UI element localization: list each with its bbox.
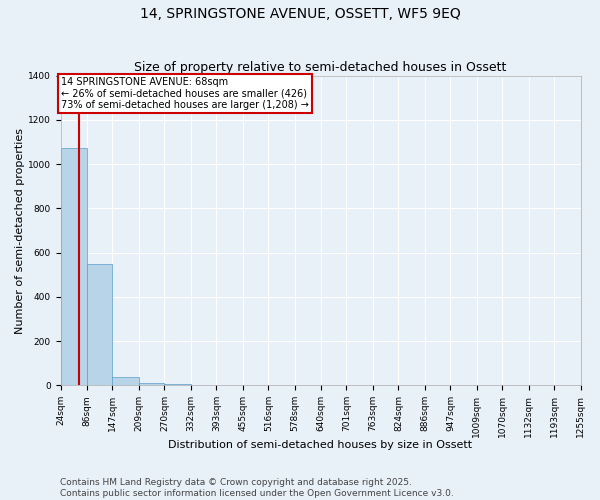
Text: Contains HM Land Registry data © Crown copyright and database right 2025.
Contai: Contains HM Land Registry data © Crown c…: [60, 478, 454, 498]
Bar: [164, 384, 191, 386]
Text: 14 SPRINGSTONE AVENUE: 68sqm
← 26% of semi-detached houses are smaller (426)
73%: 14 SPRINGSTONE AVENUE: 68sqm ← 26% of se…: [61, 77, 309, 110]
X-axis label: Distribution of semi-detached houses by size in Ossett: Distribution of semi-detached houses by …: [169, 440, 473, 450]
Text: 14, SPRINGSTONE AVENUE, OSSETT, WF5 9EQ: 14, SPRINGSTONE AVENUE, OSSETT, WF5 9EQ: [140, 8, 460, 22]
Bar: [61, 148, 86, 386]
Bar: [139, 383, 164, 386]
Bar: [112, 376, 139, 386]
Y-axis label: Number of semi-detached properties: Number of semi-detached properties: [15, 128, 25, 334]
Bar: [191, 384, 217, 386]
Title: Size of property relative to semi-detached houses in Ossett: Size of property relative to semi-detach…: [134, 62, 506, 74]
Bar: [86, 264, 112, 386]
